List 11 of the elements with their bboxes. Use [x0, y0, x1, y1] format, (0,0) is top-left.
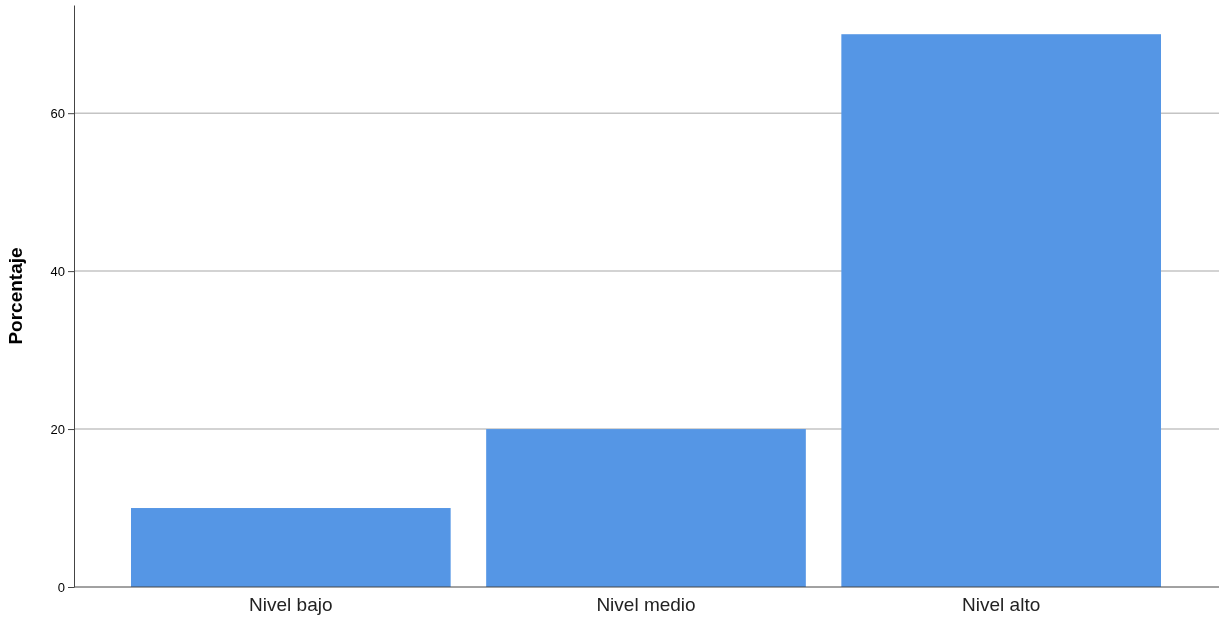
y-axis-title: Porcentaje: [5, 247, 26, 345]
x-tick-label: Nivel bajo: [249, 593, 333, 615]
bar: [131, 508, 451, 587]
x-tick-label: Nivel alto: [962, 593, 1041, 615]
y-tick-label: 40: [50, 263, 65, 279]
x-tick-label: Nivel medio: [596, 593, 696, 615]
y-tick-label: 0: [57, 579, 65, 595]
y-tick-label: 60: [50, 105, 65, 121]
bar: [486, 429, 806, 587]
y-tick-label: 20: [50, 421, 65, 437]
bar: [841, 34, 1161, 587]
